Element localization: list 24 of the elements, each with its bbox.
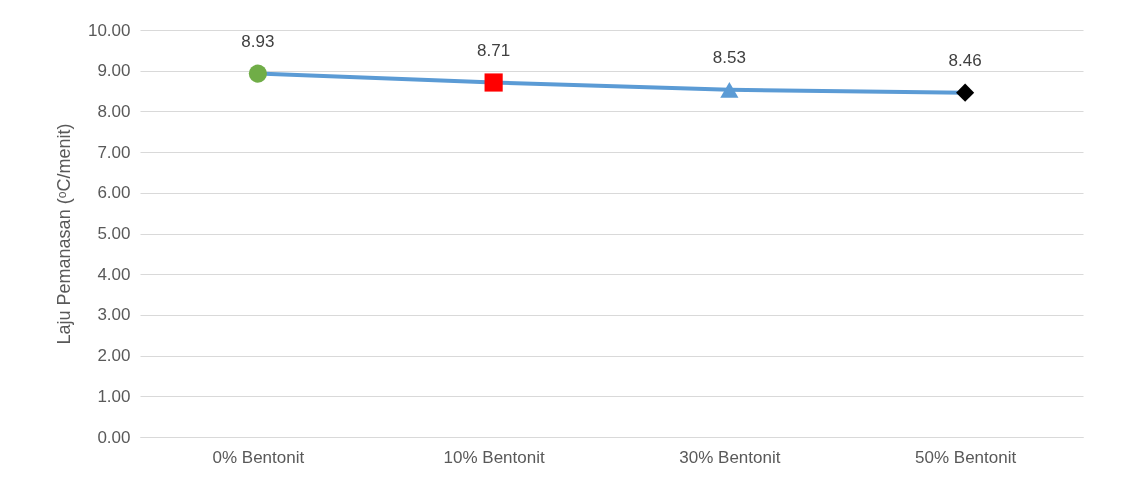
y-tick-label: 1.00 [97, 386, 131, 406]
y-tick-label: 10.00 [87, 20, 131, 40]
x-tick-label: 0% Bentonit [212, 447, 305, 467]
y-tick-label: 0.00 [97, 427, 131, 447]
text: 8.53 [712, 47, 746, 67]
y-tick-label: 7.00 [97, 142, 131, 162]
text: 8.46 [948, 50, 982, 70]
point [720, 81, 739, 98]
text: 8.93 [241, 31, 275, 51]
x-tick-label: 10% Bentonit [443, 447, 545, 467]
y-tick-label: 3.00 [97, 305, 131, 325]
y-tick-label: 2.00 [97, 346, 131, 366]
point [956, 83, 975, 102]
y-tick-label: 8.00 [97, 101, 131, 121]
text: 8.71 [477, 40, 511, 60]
y-tick-label: 5.00 [97, 224, 131, 243]
y-axis-title: Laju Pemanasan (ᵒC/menit) [53, 123, 74, 345]
point [248, 64, 267, 83]
y-tick-label: 4.00 [97, 264, 131, 284]
point [484, 73, 503, 92]
x-tick-label: 50% Bentonit [915, 447, 1017, 467]
y-tick-label: 9.00 [97, 61, 131, 81]
x-tick-label: 30% Bentonit [679, 447, 781, 467]
y-tick-label: 6.00 [97, 183, 131, 203]
